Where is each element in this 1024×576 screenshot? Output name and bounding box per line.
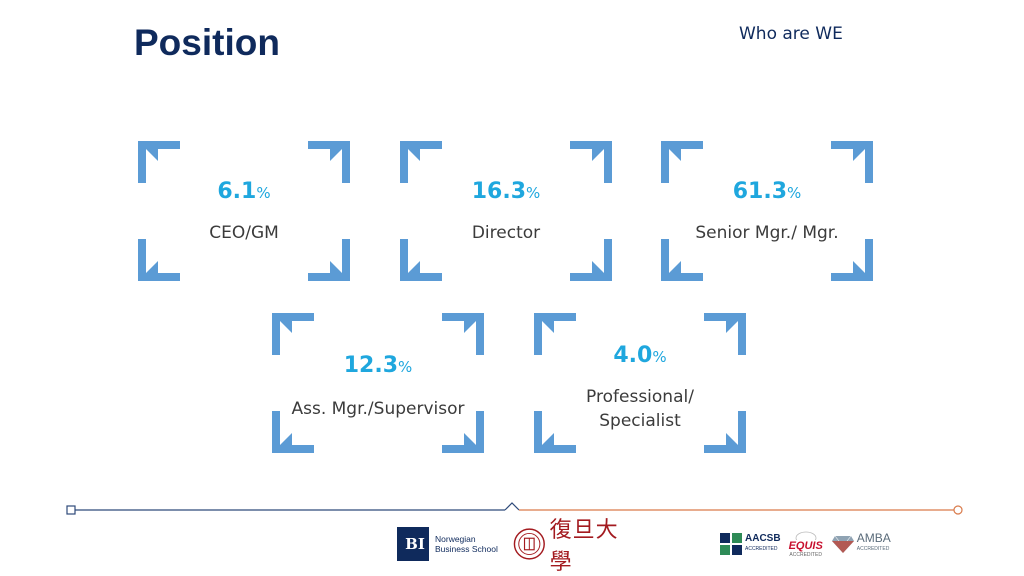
corner-bracket-br [704,411,746,453]
corner-bracket-tl [400,141,442,183]
position-card-director: 16.3% Director [400,141,612,281]
equis-sub: ACCREDITED [789,552,822,558]
corner-bracket-tl [534,313,576,355]
amba-logo: AMBA ACCREDITED [831,531,891,555]
footer-right-circle-marker [953,505,963,515]
corner-bracket-tl [661,141,703,183]
percentage-unit: % [787,184,802,202]
corner-bracket-bl [534,411,576,453]
percentage-value: 61.3 [732,179,787,204]
percentage-unit: % [652,348,667,366]
position-card-assistant-manager: 12.3% Ass. Mgr./Supervisor [272,313,484,453]
page-title: Position [134,22,280,63]
percentage-value: 16.3 [471,179,526,204]
position-card-senior-manager: 61.3% Senior Mgr./ Mgr. [661,141,873,281]
corner-bracket-bl [661,239,703,281]
amba-name: AMBA [856,531,891,545]
amba-diamond-icon [831,535,854,553]
percentage-value: 6.1 [217,179,257,204]
corner-bracket-tr [831,141,873,183]
amba-sub: ACCREDITED [856,546,890,552]
percentage-value: 12.3 [343,353,398,378]
aacsb-text: AACSB ACCREDITED [745,534,781,554]
corner-bracket-bl [138,239,180,281]
corner-bracket-tr [570,141,612,183]
accreditation-logos: AACSB ACCREDITED EQUIS ACCREDITED AMBA A… [720,522,940,566]
position-percentage: 4.0% [534,343,746,368]
corner-bracket-tl [272,313,314,355]
footer-left-square-marker [66,505,76,515]
equis-globe-icon [795,531,817,540]
corner-bracket-bl [400,239,442,281]
corner-bracket-tr [704,313,746,355]
position-label: Senior Mgr./ Mgr. [695,223,839,243]
percentage-unit: % [526,184,541,202]
percentage-value: 4.0 [613,343,653,368]
position-label: Director [471,223,541,243]
corner-bracket-bl [272,411,314,453]
position-percentage: 12.3% [272,353,484,378]
position-percentage: 6.1% [138,179,350,204]
corner-bracket-tl [138,141,180,183]
aacsb-name: AACSB [745,533,781,544]
footer-divider [66,502,963,515]
corner-bracket-br [308,239,350,281]
aacsb-sub: ACCREDITED [745,546,778,552]
footer-chevron [504,502,520,511]
aacsb-mark-icon [720,533,742,555]
bi-school-name: Norwegian Business School [435,534,498,554]
fudan-name: 復旦大學 [549,518,619,575]
position-label: CEO/GM [209,223,279,243]
position-percentage: 16.3% [400,179,612,204]
amba-text: AMBA ACCREDITED [856,531,891,555]
corner-bracket-tr [442,313,484,355]
fudan-seal-icon [513,528,545,560]
position-card-ceo: 6.1% CEO/GM [138,141,350,281]
fudan-logo: 復旦大學 [513,518,638,575]
corner-bracket-br [442,411,484,453]
position-label: Ass. Mgr./Supervisor [291,399,465,419]
position-percentage: 61.3% [661,179,873,204]
corner-bracket-tr [308,141,350,183]
bi-mark: BI [397,527,429,561]
position-card-professional: 4.0% Professional/ Specialist [534,313,746,453]
equis-logo: EQUIS ACCREDITED [789,530,823,558]
percentage-unit: % [398,358,413,376]
position-label: Professional/ Specialist [586,387,694,431]
corner-bracket-br [831,239,873,281]
corner-bracket-br [570,239,612,281]
percentage-unit: % [256,184,271,202]
equis-name: EQUIS [788,540,823,552]
bi-logo: BI Norwegian Business School [397,522,507,566]
section-subtitle: Who are WE [739,24,843,44]
aacsb-logo: AACSB ACCREDITED [720,533,781,555]
